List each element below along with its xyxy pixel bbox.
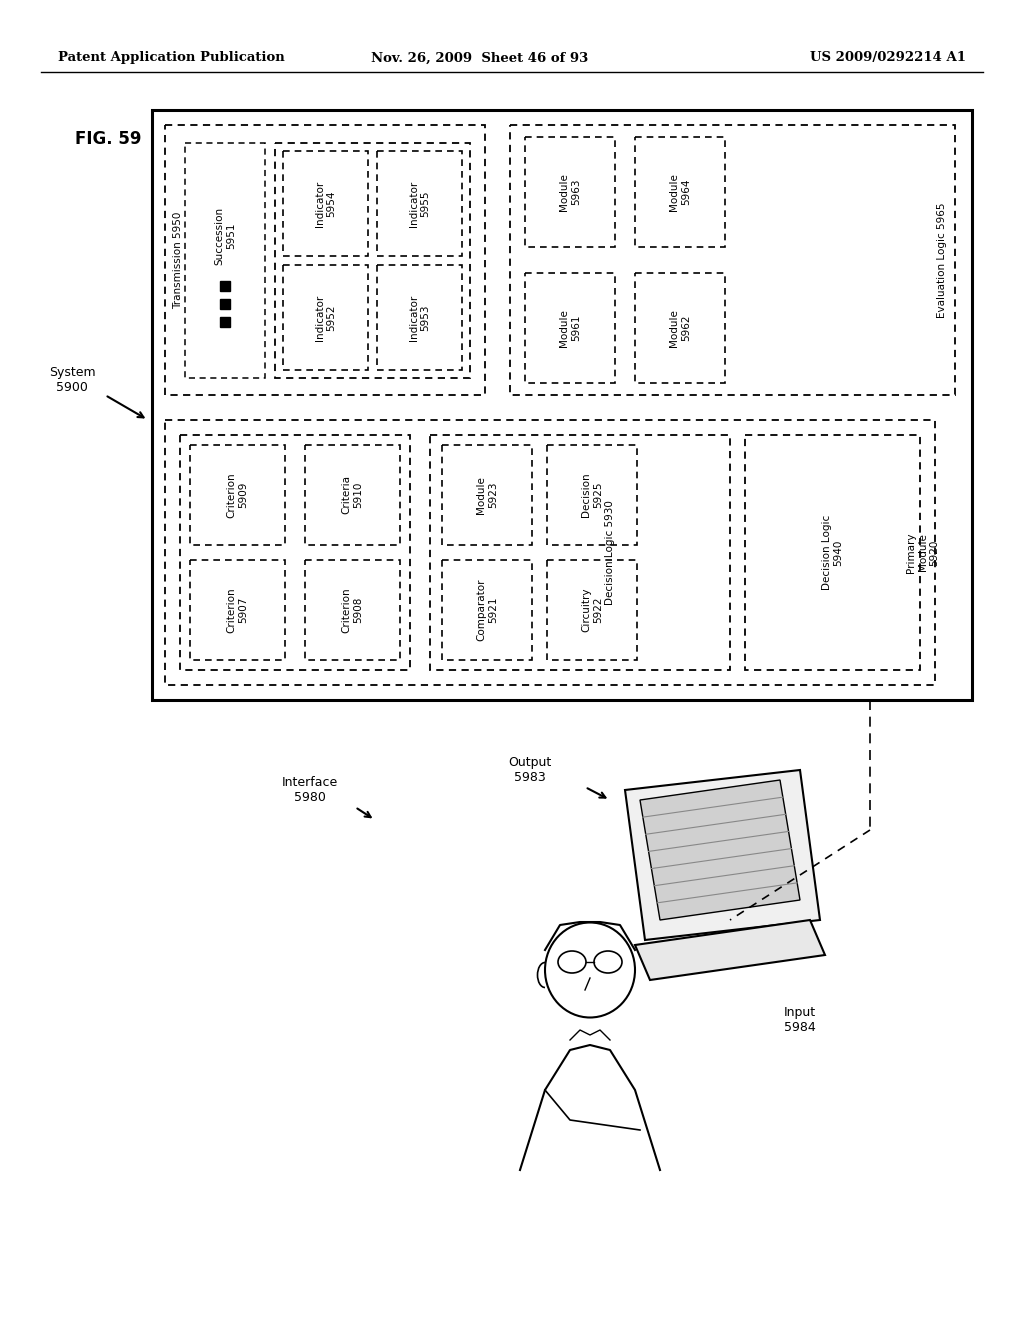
Text: Indicator
5954: Indicator 5954: [314, 181, 336, 227]
Text: Evaluation Logic 5965: Evaluation Logic 5965: [937, 202, 947, 318]
Text: Module
5964: Module 5964: [670, 173, 691, 211]
Text: Criteria
5910: Criteria 5910: [342, 475, 364, 515]
Bar: [377, 150, 462, 256]
Text: Transmission 5950: Transmission 5950: [173, 211, 183, 309]
Bar: [510, 125, 955, 395]
Bar: [525, 273, 615, 383]
Text: Decision Logic
5940: Decision Logic 5940: [821, 515, 844, 590]
Bar: [275, 143, 470, 378]
Text: Module
5923: Module 5923: [476, 477, 498, 513]
Bar: [305, 445, 400, 545]
Text: Primary
Module
5920: Primary Module 5920: [906, 532, 940, 573]
Bar: [547, 445, 637, 545]
Text: Module
5961: Module 5961: [559, 309, 581, 347]
Bar: [165, 420, 935, 685]
Text: Circuitry
5922: Circuitry 5922: [582, 587, 603, 632]
Bar: [185, 143, 265, 378]
Text: Succession
5951: Succession 5951: [214, 206, 236, 264]
Bar: [745, 436, 920, 671]
Bar: [165, 125, 485, 395]
Text: FIG. 59: FIG. 59: [75, 129, 141, 148]
Bar: [430, 436, 730, 671]
Text: Nov. 26, 2009  Sheet 46 of 93: Nov. 26, 2009 Sheet 46 of 93: [372, 51, 589, 65]
Bar: [190, 445, 285, 545]
Bar: [635, 137, 725, 247]
Text: Indicator
5952: Indicator 5952: [314, 294, 336, 341]
Text: Indicator
5955: Indicator 5955: [409, 181, 430, 227]
Text: Module
5963: Module 5963: [559, 173, 581, 211]
Ellipse shape: [545, 923, 635, 1018]
Text: Module
5962: Module 5962: [670, 309, 691, 347]
Bar: [635, 273, 725, 383]
Bar: [442, 560, 532, 660]
Bar: [190, 560, 285, 660]
Bar: [525, 137, 615, 247]
Text: Patent Application Publication: Patent Application Publication: [58, 51, 285, 65]
Bar: [283, 150, 368, 256]
Text: Input
5984: Input 5984: [784, 1006, 816, 1034]
Bar: [180, 436, 410, 671]
Text: Comparator
5921: Comparator 5921: [476, 578, 498, 642]
Bar: [305, 560, 400, 660]
Text: Decision Logic 5930: Decision Logic 5930: [605, 500, 615, 605]
Text: Indicator
5953: Indicator 5953: [409, 294, 430, 341]
Text: Interface
5980: Interface 5980: [282, 776, 338, 804]
Bar: [152, 110, 972, 700]
Polygon shape: [625, 770, 820, 940]
Text: Criterion
5909: Criterion 5909: [226, 473, 248, 517]
Text: Decision
5925: Decision 5925: [582, 473, 603, 517]
Text: Criterion
5908: Criterion 5908: [342, 587, 364, 632]
Polygon shape: [635, 920, 825, 979]
Bar: [442, 445, 532, 545]
Bar: [283, 265, 368, 370]
Text: System
5900: System 5900: [49, 366, 95, 393]
Text: Output
5983: Output 5983: [508, 756, 552, 784]
Bar: [547, 560, 637, 660]
Bar: [377, 265, 462, 370]
Text: Criterion
5907: Criterion 5907: [226, 587, 248, 632]
Text: US 2009/0292214 A1: US 2009/0292214 A1: [810, 51, 966, 65]
Polygon shape: [640, 780, 800, 920]
